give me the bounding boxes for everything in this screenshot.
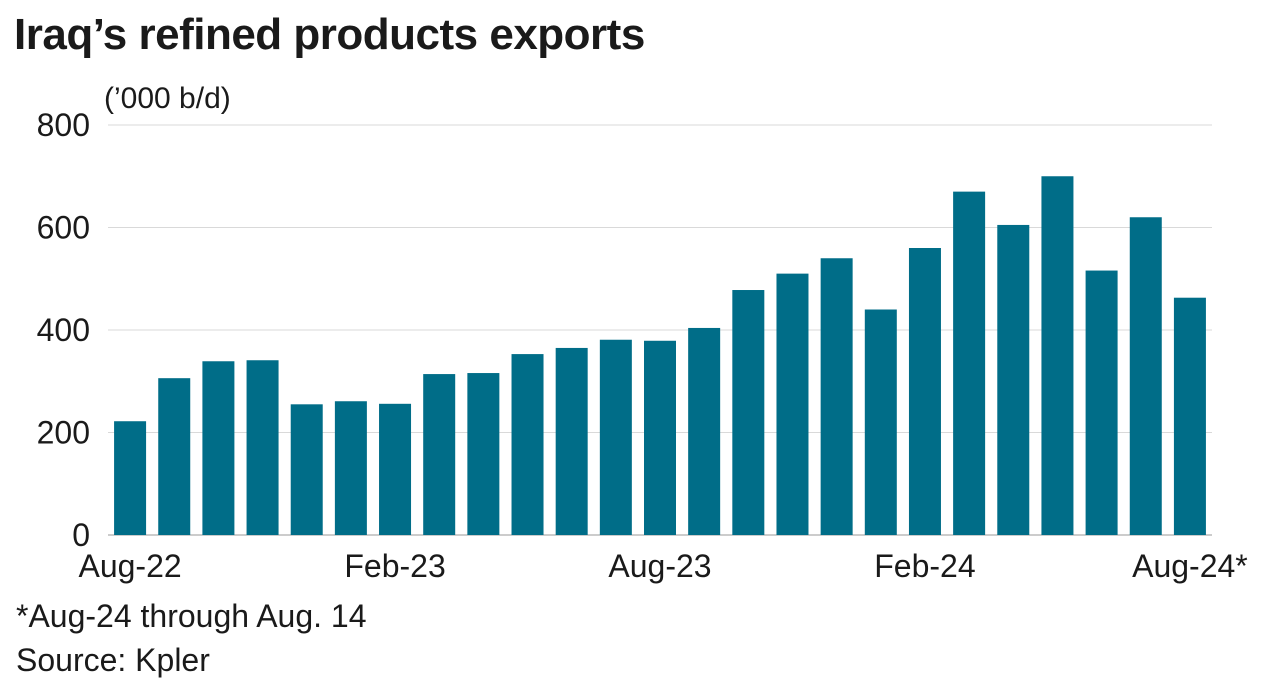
- bar-feb-24: [908, 248, 941, 535]
- bar-mar-23: [423, 374, 456, 535]
- bar-jan-24: [864, 309, 897, 535]
- bar-may-23: [511, 354, 544, 535]
- bar-oct-23: [732, 290, 765, 535]
- bar-jun-23: [555, 347, 588, 535]
- bar-apr-24: [997, 224, 1030, 535]
- y-tick-label: 400: [37, 312, 90, 348]
- bar-jul-23: [599, 339, 632, 535]
- bar-sep-22: [158, 378, 191, 535]
- x-tick-label: Aug-23: [608, 548, 711, 584]
- y-tick-label: 600: [37, 210, 90, 246]
- x-tick-label: Aug-24*: [1132, 548, 1248, 584]
- bar-jun-24: [1085, 270, 1118, 535]
- x-tick-label: Aug-22: [78, 548, 181, 584]
- source-note: Source: Kpler: [16, 642, 210, 678]
- x-axis-ticks: Aug-22 Feb-23 Aug-23 Feb-24 Aug-24*: [78, 548, 1247, 584]
- x-tick-label: Feb-23: [344, 548, 445, 584]
- bar-jan-23: [334, 401, 367, 535]
- bar-aug-22: [114, 421, 147, 535]
- y-axis-ticks: 0 200 400 600 800: [37, 107, 90, 553]
- x-tick-label: Feb-24: [874, 548, 975, 584]
- bar-sep-23: [688, 327, 721, 535]
- bar-apr-23: [467, 373, 500, 535]
- bar-nov-23: [776, 273, 809, 536]
- bar-mar-24: [953, 191, 986, 536]
- bars: [114, 176, 1206, 536]
- y-tick-label: 0: [72, 517, 90, 553]
- bar-dec-23: [820, 258, 853, 535]
- footnote: *Aug-24 through Aug. 14: [16, 598, 367, 634]
- bar-nov-22: [246, 360, 279, 535]
- chart-title: Iraq’s refined products exports: [14, 10, 645, 59]
- bar-jul-24: [1129, 217, 1162, 535]
- bar-aug-23: [644, 340, 676, 535]
- bar-dec-22: [290, 404, 323, 535]
- y-axis-unit-label: (’000 b/d): [104, 82, 231, 115]
- bar-may-24: [1041, 176, 1074, 535]
- bar-aug-24: [1173, 297, 1206, 535]
- y-tick-label: 800: [37, 107, 90, 143]
- y-tick-label: 200: [37, 415, 90, 451]
- bar-oct-22: [202, 361, 235, 535]
- bar-feb-23: [379, 403, 412, 535]
